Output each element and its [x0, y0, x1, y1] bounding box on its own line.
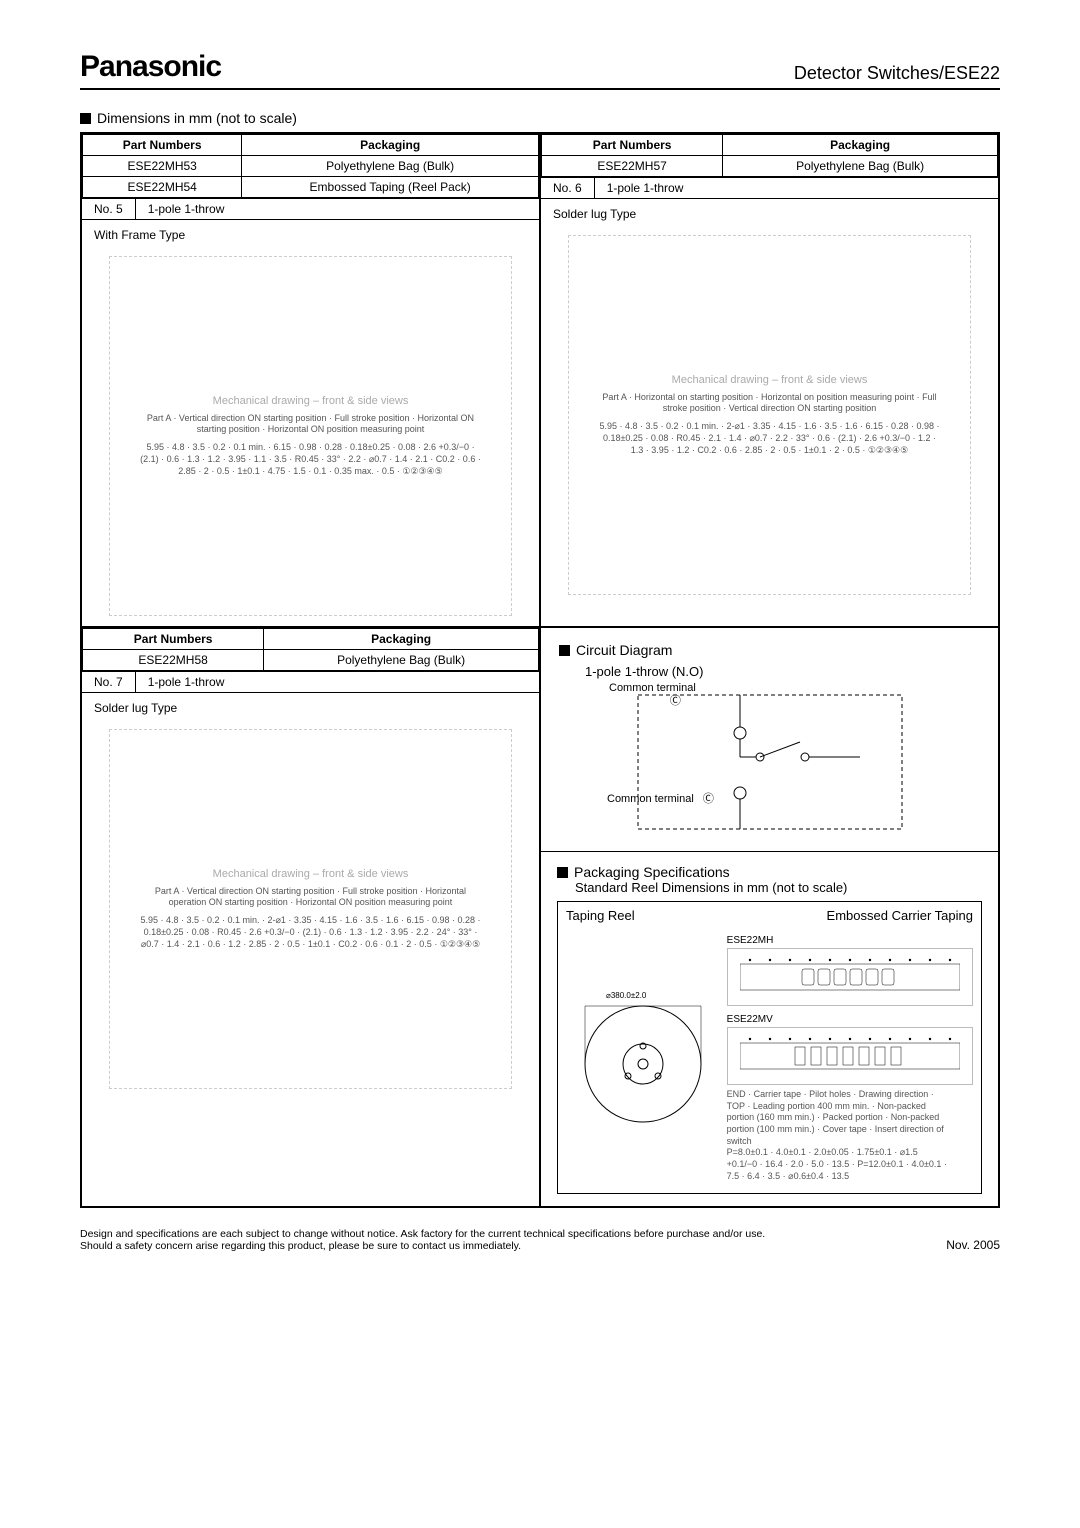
mechanical-drawing-no7: Mechanical drawing – front & side views …: [82, 719, 539, 1099]
block-no5: Part Numbers Packaging ESE22MH53 Polyeth…: [81, 133, 540, 627]
type-label: Solder lug Type: [541, 199, 998, 225]
drawings-grid: Part Numbers Packaging ESE22MH53 Polyeth…: [80, 132, 1000, 1208]
drawing-dimensions: 5.95 · 4.8 · 3.5 · 0.2 · 0.1 min. · 2-⌀1…: [597, 421, 943, 456]
drawing-dimensions: 5.95 · 4.8 · 3.5 · 0.2 · 0.1 min. · 6.15…: [138, 442, 484, 477]
terminal-label-bottom: Common terminal: [607, 793, 694, 805]
doc-title: Detector Switches/ESE22: [794, 63, 1000, 84]
tape-callouts: END · Carrier tape · Pilot holes · Drawi…: [727, 1089, 949, 1147]
drawing-labels: Part A · Horizontal on starting position…: [597, 392, 943, 415]
variant-number: No. 7: [82, 672, 136, 692]
drawing-note: Mechanical drawing – front & side views: [213, 395, 409, 407]
tape-variant-mh: ESE22MH: [727, 935, 973, 946]
carrier-taping-label: Embossed Carrier Taping: [827, 908, 973, 923]
disclaimer-line-2: Should a safety concern arise regarding …: [80, 1240, 765, 1252]
col-header-part: Part Numbers: [542, 135, 723, 156]
carrier-tape-mh-icon: [740, 954, 960, 1000]
section-dimensions-title: Dimensions in mm (not to scale): [80, 110, 1000, 126]
part-number: ESE22MH58: [83, 650, 264, 671]
type-label: Solder lug Type: [82, 693, 539, 719]
block-no7: Part Numbers Packaging ESE22MH58 Polyeth…: [81, 627, 540, 1207]
terminal-label-top: Common terminal: [609, 682, 696, 694]
variant-number: No. 6: [541, 178, 595, 198]
section-packaging-title: Packaging Specifications: [557, 864, 982, 880]
drawing-labels: Part A · Vertical direction ON starting …: [138, 413, 484, 436]
table-row: ESE22MH58 Polyethylene Bag (Bulk): [83, 650, 539, 671]
col-header-pack: Packaging: [242, 135, 539, 156]
section-packaging-text: Packaging Specifications: [574, 864, 730, 880]
terminal-c-symbol: Ⓒ: [670, 695, 681, 707]
pole-throw: 1-pole 1-throw: [595, 178, 696, 198]
reel-drawing-icon: ⌀380.0±2.0: [578, 984, 708, 1134]
section-circuit-text: Circuit Diagram: [576, 642, 672, 658]
pole-throw: 1-pole 1-throw: [136, 672, 237, 692]
revision-date: Nov. 2005: [946, 1238, 1000, 1252]
table-row: ESE22MH57 Polyethylene Bag (Bulk): [542, 156, 998, 177]
brand-logo: Panasonic: [80, 50, 221, 84]
parts-table-no7: Part Numbers Packaging ESE22MH58 Polyeth…: [82, 628, 539, 671]
subheader-no5: No. 5 1-pole 1-throw: [82, 198, 539, 220]
table-row: ESE22MH53 Polyethylene Bag (Bulk): [83, 156, 539, 177]
circuit-label: 1-pole 1-throw (N.O): [585, 664, 980, 679]
mechanical-drawing-no6: Mechanical drawing – front & side views …: [541, 225, 998, 605]
section-packaging-subtitle: Standard Reel Dimensions in mm (not to s…: [575, 880, 982, 895]
square-bullet-icon: [557, 867, 568, 878]
mechanical-drawing-no5: Mechanical drawing – front & side views …: [82, 246, 539, 626]
circuit-diagram-section: Circuit Diagram 1-pole 1-throw (N.O): [541, 628, 998, 852]
block-no6: Part Numbers Packaging ESE22MH57 Polyeth…: [540, 133, 999, 627]
square-bullet-icon: [80, 113, 91, 124]
drawing-note: Mechanical drawing – front & side views: [672, 374, 868, 386]
page-header: Panasonic Detector Switches/ESE22: [80, 50, 1000, 90]
col-header-part: Part Numbers: [83, 629, 264, 650]
reel-dia: ⌀380.0±2.0: [606, 991, 647, 1000]
drawing-labels: Part A · Vertical direction ON starting …: [138, 886, 484, 909]
taping-reel-label: Taping Reel: [566, 908, 635, 923]
packaging-value: Polyethylene Bag (Bulk): [242, 156, 539, 177]
carrier-tape-mv-icon: [740, 1033, 960, 1079]
part-number: ESE22MH57: [542, 156, 723, 177]
packaging-value: Polyethylene Bag (Bulk): [264, 650, 539, 671]
drawing-placeholder: Mechanical drawing – front & side views …: [568, 235, 970, 595]
parts-table-no5: Part Numbers Packaging ESE22MH53 Polyeth…: [82, 134, 539, 198]
part-number: ESE22MH54: [83, 177, 242, 198]
col-header-part: Part Numbers: [83, 135, 242, 156]
section-circuit-title: Circuit Diagram: [559, 642, 980, 658]
parts-table-no6: Part Numbers Packaging ESE22MH57 Polyeth…: [541, 134, 998, 177]
drawing-placeholder: Mechanical drawing – front & side views …: [109, 729, 511, 1089]
disclaimer-line-1: Design and specifications are each subje…: [80, 1228, 765, 1240]
variant-number: No. 5: [82, 199, 136, 219]
packaging-value: Polyethylene Bag (Bulk): [723, 156, 998, 177]
packaging-section: Packaging Specifications Standard Reel D…: [541, 852, 998, 1206]
table-row: ESE22MH54 Embossed Taping (Reel Pack): [83, 177, 539, 198]
page-footer: Design and specifications are each subje…: [80, 1228, 1000, 1252]
drawing-placeholder: Mechanical drawing – front & side views …: [109, 256, 511, 616]
tape-dimensions: P=8.0±0.1 · 4.0±0.1 · 2.0±0.05 · 1.75±0.…: [727, 1147, 949, 1182]
circuit-schematic-icon: [630, 687, 910, 837]
pole-throw: 1-pole 1-throw: [136, 199, 237, 219]
drawing-note: Mechanical drawing – front & side views: [213, 868, 409, 880]
subheader-no6: No. 6 1-pole 1-throw: [541, 177, 998, 199]
subheader-no7: No. 7 1-pole 1-throw: [82, 671, 539, 693]
drawing-dimensions: 5.95 · 4.8 · 3.5 · 0.2 · 0.1 min. · 2-⌀1…: [138, 915, 484, 950]
part-number: ESE22MH53: [83, 156, 242, 177]
block-circuit-packaging: Circuit Diagram 1-pole 1-throw (N.O): [540, 627, 999, 1207]
col-header-pack: Packaging: [264, 629, 539, 650]
col-header-pack: Packaging: [723, 135, 998, 156]
disclaimer-block: Design and specifications are each subje…: [80, 1228, 765, 1252]
packaging-value: Embossed Taping (Reel Pack): [242, 177, 539, 198]
square-bullet-icon: [559, 645, 570, 656]
tape-variant-mv: ESE22MV: [727, 1014, 973, 1025]
terminal-c-symbol: Ⓒ: [703, 793, 714, 805]
section-dimensions-text: Dimensions in mm (not to scale): [97, 110, 297, 126]
type-label: With Frame Type: [82, 220, 539, 246]
